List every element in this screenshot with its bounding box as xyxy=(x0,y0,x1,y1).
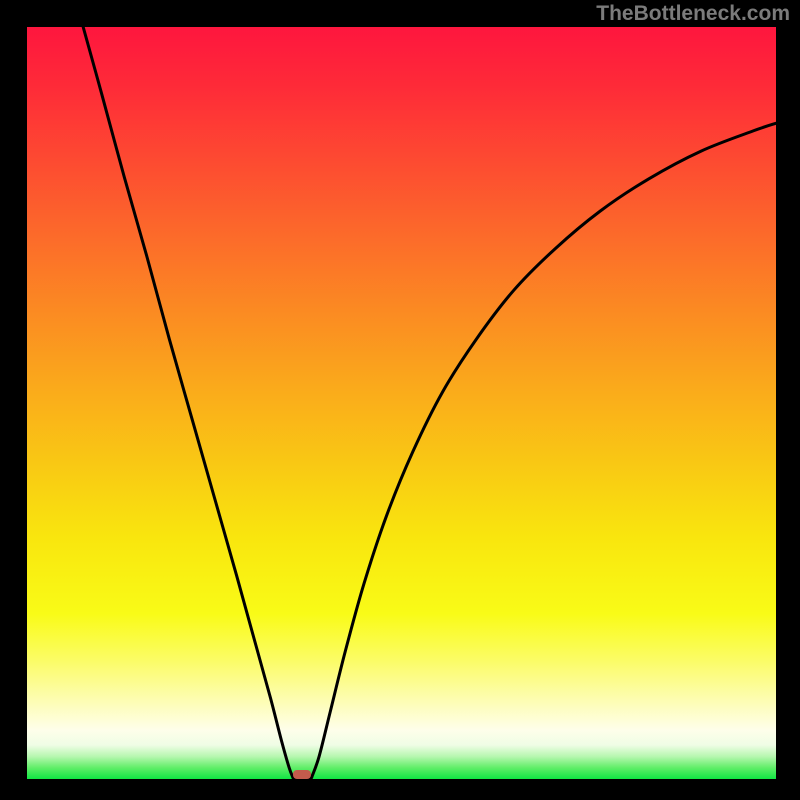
plot-area xyxy=(27,27,776,779)
bottleneck-curve xyxy=(27,27,776,779)
optimum-marker xyxy=(293,770,311,779)
watermark-text: TheBottleneck.com xyxy=(596,2,790,26)
